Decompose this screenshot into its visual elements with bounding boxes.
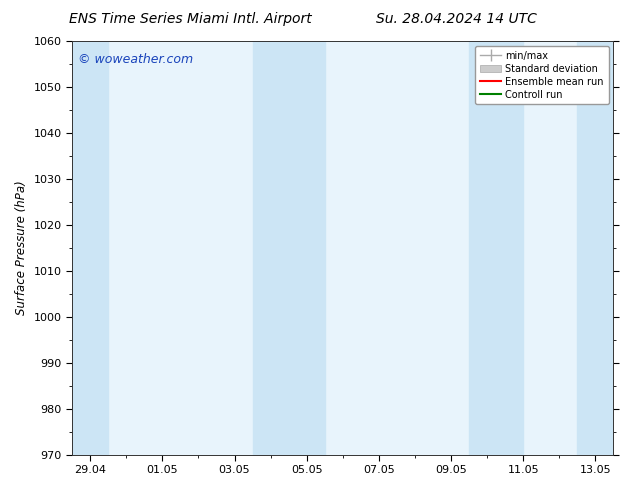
- Text: Su. 28.04.2024 14 UTC: Su. 28.04.2024 14 UTC: [376, 12, 537, 26]
- Bar: [252, 41, 325, 455]
- Text: ENS Time Series Miami Intl. Airport: ENS Time Series Miami Intl. Airport: [69, 12, 311, 26]
- Legend: min/max, Standard deviation, Ensemble mean run, Controll run: min/max, Standard deviation, Ensemble me…: [475, 46, 609, 104]
- Bar: [72, 41, 108, 455]
- Bar: [578, 41, 614, 455]
- Bar: [469, 41, 523, 455]
- Y-axis label: Surface Pressure (hPa): Surface Pressure (hPa): [15, 180, 28, 315]
- Text: © woweather.com: © woweather.com: [77, 53, 193, 67]
